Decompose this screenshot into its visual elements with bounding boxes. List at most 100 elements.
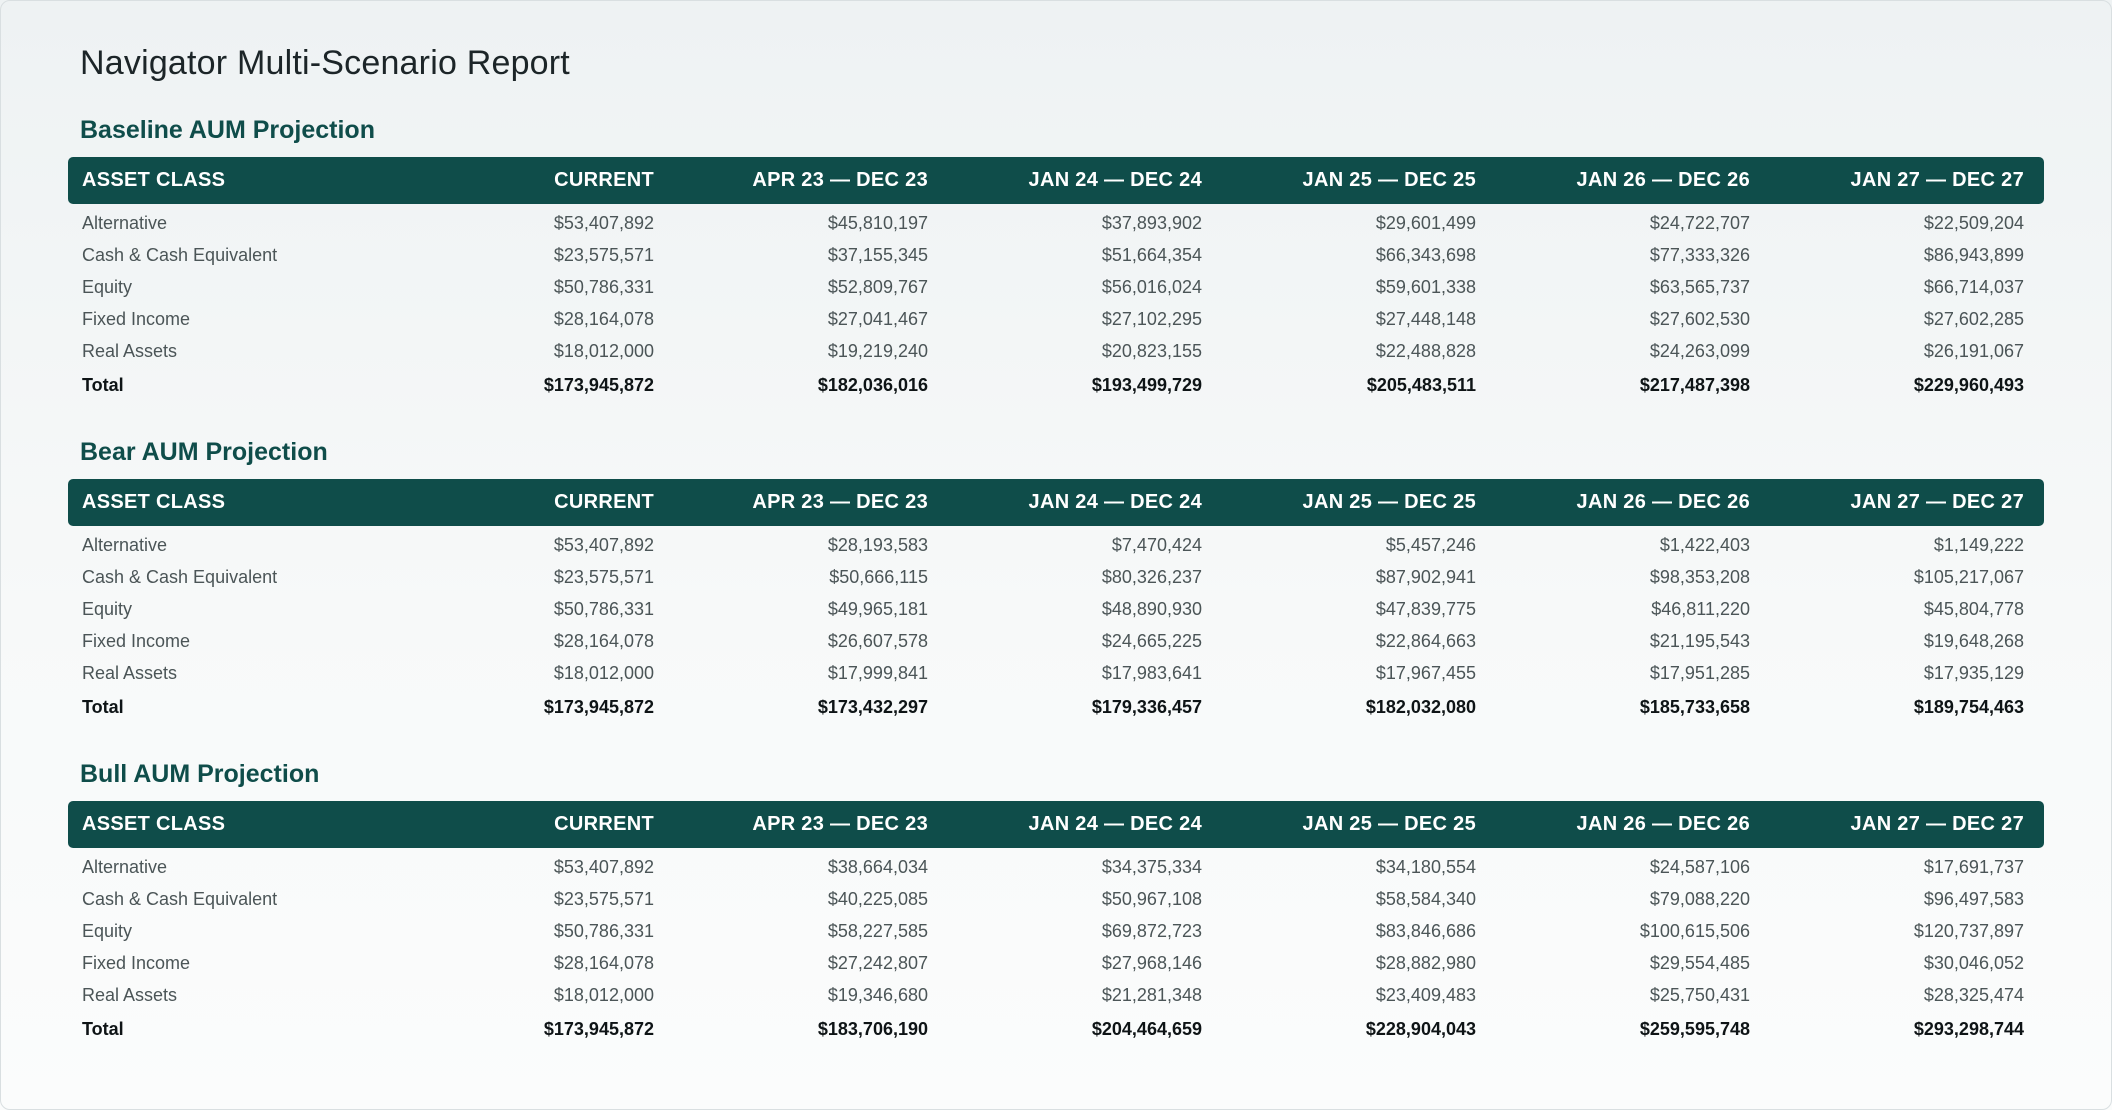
value-cell: $7,470,424 <box>1111 535 1202 555</box>
table-row: Real Assets $18,012,000 $17,999,841 $17,983… <box>68 657 2044 689</box>
value-cell: $56,016,024 <box>1101 277 1202 297</box>
column-header-asset-class: ASSET CLASS <box>82 813 226 835</box>
column-header: JAN 25 — DEC 25 <box>1302 169 1476 191</box>
value-cell: $46,811,220 <box>1651 599 1750 619</box>
value-cell: $66,714,037 <box>1923 277 2024 297</box>
total-label: Total <box>82 697 124 717</box>
value-cell: $28,164,078 <box>553 309 654 329</box>
column-header: APR 23 — DEC 23 <box>752 491 928 513</box>
total-value-cell: $229,960,493 <box>1913 375 2024 395</box>
table-row: Cash & Cash Equivalent $23,575,571 $40,225… <box>68 883 2044 915</box>
value-cell: $87,902,941 <box>1375 567 1476 587</box>
column-header: CURRENT <box>554 491 654 513</box>
total-value-cell: $193,499,729 <box>1091 375 1202 395</box>
value-cell: $21,195,543 <box>1649 631 1750 651</box>
value-cell: $24,722,707 <box>1649 213 1750 233</box>
total-value-cell: $205,483,511 <box>1366 375 1476 395</box>
value-cell: $100,615,506 <box>1639 921 1750 941</box>
value-cell: $28,325,474 <box>1923 985 2024 1005</box>
value-cell: $45,810,197 <box>827 213 928 233</box>
asset-class-label: Real Assets <box>82 663 178 683</box>
value-cell: $29,554,485 <box>1649 953 1750 973</box>
value-cell: $23,575,571 <box>553 889 654 909</box>
asset-class-label: Cash & Cash Equivalent <box>82 889 278 909</box>
value-cell: $5,457,246 <box>1385 535 1476 555</box>
table-total-row: Total $173,945,872 $183,706,190 $204,464,65… <box>68 1013 2044 1045</box>
value-cell: $53,407,892 <box>553 857 654 877</box>
value-cell: $24,587,106 <box>1649 857 1750 877</box>
table-row: Cash & Cash Equivalent $23,575,571 $37,155… <box>68 239 2044 271</box>
column-header: JAN 24 — DEC 24 <box>1028 491 1202 513</box>
asset-class-label: Alternative <box>82 857 168 877</box>
asset-class-label: Real Assets <box>82 985 178 1005</box>
value-cell: $50,786,331 <box>553 599 654 619</box>
table-total-row: Total $173,945,872 $182,036,016 $193,499,72… <box>68 369 2044 401</box>
total-value-cell: $293,298,744 <box>1913 1019 2024 1039</box>
table-header: ASSET CLASS CURRENT APR 23 — DEC 23 JAN 24 … <box>68 157 2044 204</box>
value-cell: $38,664,034 <box>827 857 928 877</box>
value-cell: $19,648,268 <box>1923 631 2024 651</box>
value-cell: $18,012,000 <box>553 985 654 1005</box>
column-header: JAN 24 — DEC 24 <box>1028 169 1202 191</box>
asset-class-label: Fixed Income <box>82 631 191 651</box>
value-cell: $20,823,155 <box>1101 341 1202 361</box>
column-header: JAN 24 — DEC 24 <box>1028 813 1202 835</box>
value-cell: $48,890,930 <box>1101 599 1202 619</box>
value-cell: $26,607,578 <box>827 631 928 651</box>
table-row: Real Assets $18,012,000 $19,346,680 $21,281… <box>68 979 2044 1011</box>
page-title: Navigator Multi-Scenario Report <box>80 44 570 82</box>
column-header: JAN 26 — DEC 26 <box>1576 491 1750 513</box>
value-cell: $50,967,108 <box>1101 889 1202 909</box>
column-header: JAN 26 — DEC 26 <box>1576 169 1750 191</box>
table-row: Fixed Income $28,164,078 $26,607,578 $24,66… <box>68 625 2044 657</box>
value-cell: $45,804,778 <box>1923 599 2024 619</box>
asset-class-label: Fixed Income <box>82 953 191 973</box>
total-value-cell: $173,945,872 <box>543 375 654 395</box>
value-cell: $40,225,085 <box>827 889 928 909</box>
value-cell: $28,882,980 <box>1375 953 1476 973</box>
value-cell: $79,088,220 <box>1649 889 1750 909</box>
value-cell: $47,839,775 <box>1375 599 1476 619</box>
value-cell: $27,041,467 <box>827 309 928 329</box>
asset-class-label: Real Assets <box>82 341 178 361</box>
value-cell: $28,164,078 <box>553 631 654 651</box>
total-value-cell: $173,432,297 <box>817 697 928 717</box>
value-cell: $98,353,208 <box>1649 567 1750 587</box>
asset-class-label: Cash & Cash Equivalent <box>82 245 278 265</box>
value-cell: $23,409,483 <box>1375 985 1476 1005</box>
column-header-asset-class: ASSET CLASS <box>82 491 226 513</box>
value-cell: $21,281,348 <box>1101 985 1202 1005</box>
value-cell: $83,846,686 <box>1375 921 1476 941</box>
total-value-cell: $182,032,080 <box>1365 697 1476 717</box>
asset-class-label: Equity <box>82 599 133 619</box>
value-cell: $18,012,000 <box>553 663 654 683</box>
value-cell: $23,575,571 <box>553 567 654 587</box>
value-cell: $27,102,295 <box>1101 309 1202 329</box>
column-header: JAN 26 — DEC 26 <box>1576 813 1750 835</box>
value-cell: $30,046,052 <box>1923 953 2024 973</box>
table-row: Real Assets $18,012,000 $19,219,240 $20,823… <box>68 335 2044 367</box>
value-cell: $27,968,146 <box>1101 953 1202 973</box>
asset-class-label: Alternative <box>82 535 168 555</box>
table-row: Alternative $53,407,892 $38,664,034 $34,375… <box>68 851 2044 883</box>
column-header: JAN 27 — DEC 27 <box>1850 491 2024 513</box>
table-row: Alternative $53,407,892 $45,810,197 $37,893… <box>68 207 2044 239</box>
asset-class-label: Cash & Cash Equivalent <box>82 567 278 587</box>
value-cell: $28,164,078 <box>553 953 654 973</box>
value-cell: $1,422,403 <box>1659 535 1750 555</box>
value-cell: $27,242,807 <box>827 953 928 973</box>
value-cell: $17,967,455 <box>1375 663 1476 683</box>
column-header: JAN 25 — DEC 25 <box>1302 491 1476 513</box>
value-cell: $27,448,148 <box>1375 309 1476 329</box>
table-row: Equity $50,786,331 $52,809,767 $56,016,024 $… <box>68 271 2044 303</box>
value-cell: $77,333,326 <box>1649 245 1750 265</box>
column-header: JAN 27 — DEC 27 <box>1850 169 2024 191</box>
value-cell: $34,180,554 <box>1375 857 1476 877</box>
section-title: Bear AUM Projection <box>80 438 328 466</box>
value-cell: $53,407,892 <box>553 213 654 233</box>
column-header: CURRENT <box>554 813 654 835</box>
total-value-cell: $179,336,457 <box>1091 697 1202 717</box>
section-bull: Bull AUM Projection ASSET CLASS CURRENT APR… <box>68 760 2044 1090</box>
table-row: Equity $50,786,331 $49,965,181 $48,890,930 $… <box>68 593 2044 625</box>
value-cell: $22,864,663 <box>1375 631 1476 651</box>
